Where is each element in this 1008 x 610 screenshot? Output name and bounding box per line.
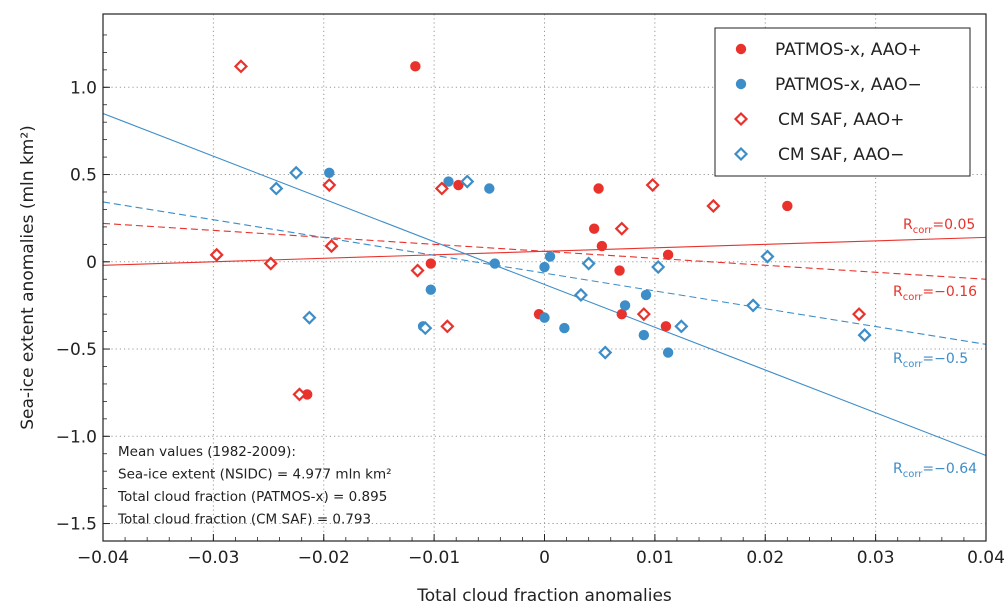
data-point-diamond xyxy=(857,328,872,343)
x-tick-label: 0 xyxy=(539,548,550,568)
data-point-circle xyxy=(443,176,454,187)
data-point-circle xyxy=(593,183,604,194)
data-point-circle xyxy=(616,308,627,320)
x-tick-label: 0.01 xyxy=(636,548,674,568)
x-axis-title: Total cloud fraction anomalies xyxy=(416,586,672,606)
data-point-diamond xyxy=(289,165,304,180)
x-tick-label: 0.04 xyxy=(967,548,1005,568)
x-tick-label: −0.04 xyxy=(77,548,129,568)
data-point-circle xyxy=(640,289,652,301)
legend-marker xyxy=(735,43,747,55)
y-tick-label: −0.5 xyxy=(56,340,97,360)
regression-line xyxy=(102,112,987,457)
data-point-diamond xyxy=(233,59,249,74)
data-point-circle xyxy=(324,167,335,178)
data-point-circle xyxy=(425,258,437,269)
data-point-diamond xyxy=(410,263,425,278)
y-tick-label: −1.0 xyxy=(56,427,97,447)
data-point-diamond xyxy=(209,247,224,262)
data-point-diamond xyxy=(852,307,867,322)
data-point-circle xyxy=(425,284,437,295)
data-point-circle xyxy=(489,258,501,269)
correlation-label: Rcorr=−0.16 xyxy=(893,284,977,303)
y-tick-label: 0 xyxy=(86,253,97,273)
y-tick-label: −1.5 xyxy=(56,515,97,535)
y-tick-label: 1.0 xyxy=(70,78,97,98)
data-point-circle xyxy=(614,265,625,276)
data-point-circle xyxy=(619,300,631,311)
data-point-circle xyxy=(559,322,570,334)
legend-marker xyxy=(735,78,747,90)
y-axis-title: Sea-ice extent anomalies (mln km²) xyxy=(18,125,38,430)
annotation-line: Sea-ice extent (NSIDC) = 4.977 mln km² xyxy=(118,467,392,483)
data-point-circle xyxy=(301,389,313,400)
annotation-line: Total cloud fraction (CM SAF) = 0.793 xyxy=(117,512,371,528)
data-point-circle xyxy=(638,329,650,341)
legend-label: CM SAF, AAO+ xyxy=(778,110,904,130)
legend-marker xyxy=(733,111,749,127)
axis-ticks: −0.04 −0.03 −0.02 −0.01 0 0.01 0.02 0.03 0.04 −1.… xyxy=(56,34,1005,568)
data-point-diamond xyxy=(302,310,317,325)
data-point-diamond xyxy=(674,319,689,334)
mean-values-annotation: Mean values (1982-2009): Sea-ice extent (… xyxy=(117,444,392,528)
annotation-line: Mean values (1982-2009): xyxy=(118,444,296,460)
data-point-diamond xyxy=(263,256,278,271)
data-point-circle xyxy=(782,200,793,212)
legend-label: PATMOS-x, AAO+ xyxy=(775,40,922,60)
x-tick-label: −0.02 xyxy=(298,548,350,568)
data-point-diamond xyxy=(460,174,475,189)
legend: PATMOS-x, AAO+ PATMOS-x, AAO− CM SAF, AAO+… xyxy=(714,27,971,177)
data-point-circle xyxy=(453,179,464,191)
regression-line xyxy=(102,222,987,280)
data-point-diamond xyxy=(322,177,337,193)
correlation-label: Rcorr=−0.64 xyxy=(893,461,977,480)
annotation-line: Total cloud fraction (PATMOS-x) = 0.895 xyxy=(117,489,387,505)
data-point-circle xyxy=(484,183,495,194)
data-point-diamond xyxy=(269,181,284,196)
data-point-circle xyxy=(662,249,674,261)
x-tick-label: 0.03 xyxy=(857,548,895,568)
grid-lines xyxy=(103,14,986,541)
data-point-circle xyxy=(588,223,600,234)
data-point-diamond xyxy=(598,345,613,360)
data-point-circle xyxy=(539,261,550,273)
data-point-diamond xyxy=(706,198,721,214)
data-point-diamond xyxy=(573,287,588,303)
legend-box xyxy=(714,27,971,177)
data-point-diamond xyxy=(324,239,339,254)
legend-label: CM SAF, AAO− xyxy=(778,145,904,165)
data-point-circle xyxy=(544,251,556,262)
data-point-diamond xyxy=(614,221,629,236)
correlation-label: Rcorr=0.05 xyxy=(903,217,975,236)
data-point-diamond xyxy=(292,387,307,402)
data-point-circle xyxy=(539,312,550,323)
data-point-diamond xyxy=(636,307,651,322)
data-point-diamond xyxy=(645,177,660,193)
data-point-circle xyxy=(662,347,674,358)
legend-label: PATMOS-x, AAO− xyxy=(775,75,922,95)
data-point-diamond xyxy=(746,298,761,313)
regression-line xyxy=(102,201,987,345)
x-tick-label: −0.03 xyxy=(187,548,239,568)
data-point-diamond xyxy=(434,181,449,196)
x-tick-label: 0.02 xyxy=(746,548,784,568)
data-point-diamond xyxy=(418,321,433,336)
data-point-diamond xyxy=(651,259,666,275)
correlation-label: Rcorr=−0.5 xyxy=(893,351,968,370)
data-point-circle xyxy=(660,321,672,332)
data-points xyxy=(209,59,872,402)
data-point-circle xyxy=(596,240,608,252)
correlation-labels: Rcorr=0.05 Rcorr=−0.16 Rcorr=−0.5 Rcorr=−0.… xyxy=(893,217,977,480)
x-tick-label: −0.01 xyxy=(408,548,460,568)
data-point-diamond xyxy=(440,319,455,334)
y-tick-label: 0.5 xyxy=(70,166,97,186)
regression-lines xyxy=(102,112,987,457)
legend-marker xyxy=(733,146,749,162)
data-point-diamond xyxy=(760,249,775,264)
data-point-diamond xyxy=(581,256,596,271)
data-point-circle xyxy=(410,61,421,72)
